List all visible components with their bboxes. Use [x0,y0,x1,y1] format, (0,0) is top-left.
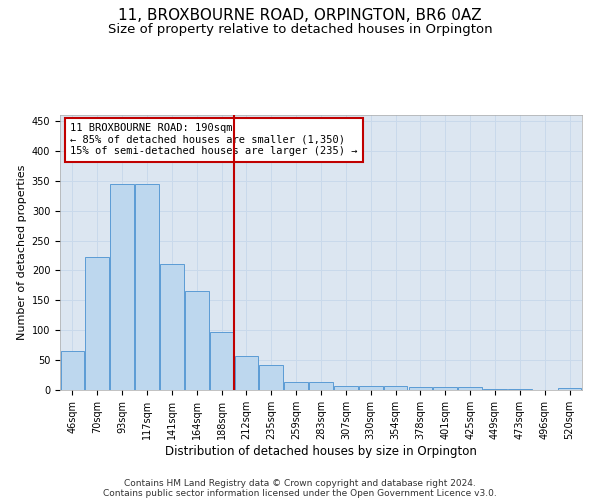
Bar [185,292,209,390]
Bar [61,351,84,390]
Bar [359,386,383,390]
Bar [558,388,581,390]
Bar [483,389,507,390]
Bar [210,332,233,390]
X-axis label: Distribution of detached houses by size in Orpington: Distribution of detached houses by size … [165,444,477,458]
Bar [309,382,333,390]
Text: 11, BROXBOURNE ROAD, ORPINGTON, BR6 0AZ: 11, BROXBOURNE ROAD, ORPINGTON, BR6 0AZ [118,8,482,22]
Bar [85,258,109,390]
Bar [384,386,407,390]
Y-axis label: Number of detached properties: Number of detached properties [17,165,28,340]
Bar [135,184,159,390]
Bar [458,387,482,390]
Bar [235,356,258,390]
Bar [259,365,283,390]
Bar [160,264,184,390]
Bar [110,184,134,390]
Text: Contains public sector information licensed under the Open Government Licence v3: Contains public sector information licen… [103,488,497,498]
Bar [284,382,308,390]
Bar [433,387,457,390]
Text: Contains HM Land Registry data © Crown copyright and database right 2024.: Contains HM Land Registry data © Crown c… [124,478,476,488]
Bar [508,389,532,390]
Bar [334,386,358,390]
Bar [409,387,432,390]
Text: 11 BROXBOURNE ROAD: 190sqm
← 85% of detached houses are smaller (1,350)
15% of s: 11 BROXBOURNE ROAD: 190sqm ← 85% of deta… [70,123,358,156]
Text: Size of property relative to detached houses in Orpington: Size of property relative to detached ho… [107,22,493,36]
